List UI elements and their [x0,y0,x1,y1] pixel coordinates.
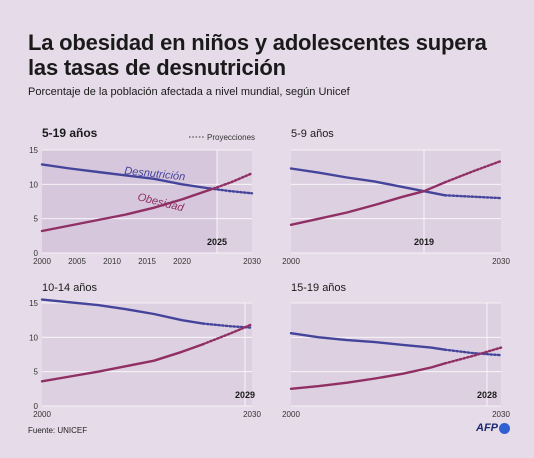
panel-4-projection-obesidad [443,346,503,365]
panel-1-line-obesidad [40,188,212,233]
chart-subtitle: Porcentaje de la población afectada a ni… [28,86,350,98]
panel-1-xtick-label: 2005 [68,257,86,266]
legend-projection-label: Proyecciones [207,133,255,142]
panel-1-ytick-label: 5 [34,215,39,224]
panel-3-projection-obesidad [201,323,254,346]
panel-4-crossover-label: 2028 [477,390,497,400]
panel-3-ytick-label: 5 [34,368,39,377]
panel-1-crossover-label: 2025 [207,237,227,247]
panel-1-line-desnutricion [40,163,212,190]
panel-4-xtick-label: 2000 [282,410,300,419]
panel-1-xtick-label: 2000 [33,257,51,266]
panel-3-xtick-label: 2000 [33,410,51,419]
panel-2-projection-desnutricion [443,194,503,200]
source-note: Fuente: UNICEF [28,426,88,435]
panel-1-xtick-label: 2010 [103,257,121,266]
panel-4-line-obesidad [289,362,447,390]
panel-2-projection-obesidad [443,159,503,184]
panel-1-title: 5-19 años [42,126,98,140]
panel-3-plot-area [42,303,252,406]
panel-3-ytick-label: 15 [29,299,38,308]
panel-2-xtick-label: 2000 [282,257,300,266]
panel-2-title: 5-9 años [291,128,334,140]
panel-4-plot-area [291,303,501,406]
panel-1-ytick-label: 10 [29,180,38,189]
afp-logo: AFP [476,422,510,434]
panel-1-projection-obesidad [208,172,254,192]
panel-4-title: 15-19 años [291,282,347,294]
panel-4-projection-desnutricion [443,348,503,357]
panel-3-line-desnutricion [40,298,205,325]
panel-1-xtick-label: 2030 [243,257,261,266]
chart-title: La obesidad en niños y adolescentes supe… [28,30,487,80]
panel-2-crossover-label: 2019 [414,237,434,247]
panel-1-projection-desnutricion [208,187,254,195]
panel-4-line-desnutricion [289,332,447,351]
panel-1-xtick-label: 2015 [138,257,156,266]
panel-3-xtick-label: 2030 [243,410,261,419]
afp-logo-dot-icon [499,422,510,434]
afp-logo-text: AFP [476,422,498,434]
panel-2-xtick-label: 2030 [492,257,510,266]
panel-1-ytick-label: 0 [34,249,39,258]
panel-1-ytick-label: 15 [29,146,38,155]
panel-1-xtick-label: 2020 [173,257,191,266]
panel-4-xtick-label: 2030 [492,410,510,419]
panel-2-plot-area [291,150,501,253]
panel-3-line-obesidad [40,343,205,383]
panel-1-shaded-area [42,150,217,253]
panel-2-line-obesidad [289,181,447,227]
panel-3-title: 10-14 años [42,282,98,294]
panel-3-ytick-label: 0 [34,402,39,411]
panel-3-ytick-label: 10 [29,333,38,342]
panel-3-crossover-label: 2029 [235,390,255,400]
